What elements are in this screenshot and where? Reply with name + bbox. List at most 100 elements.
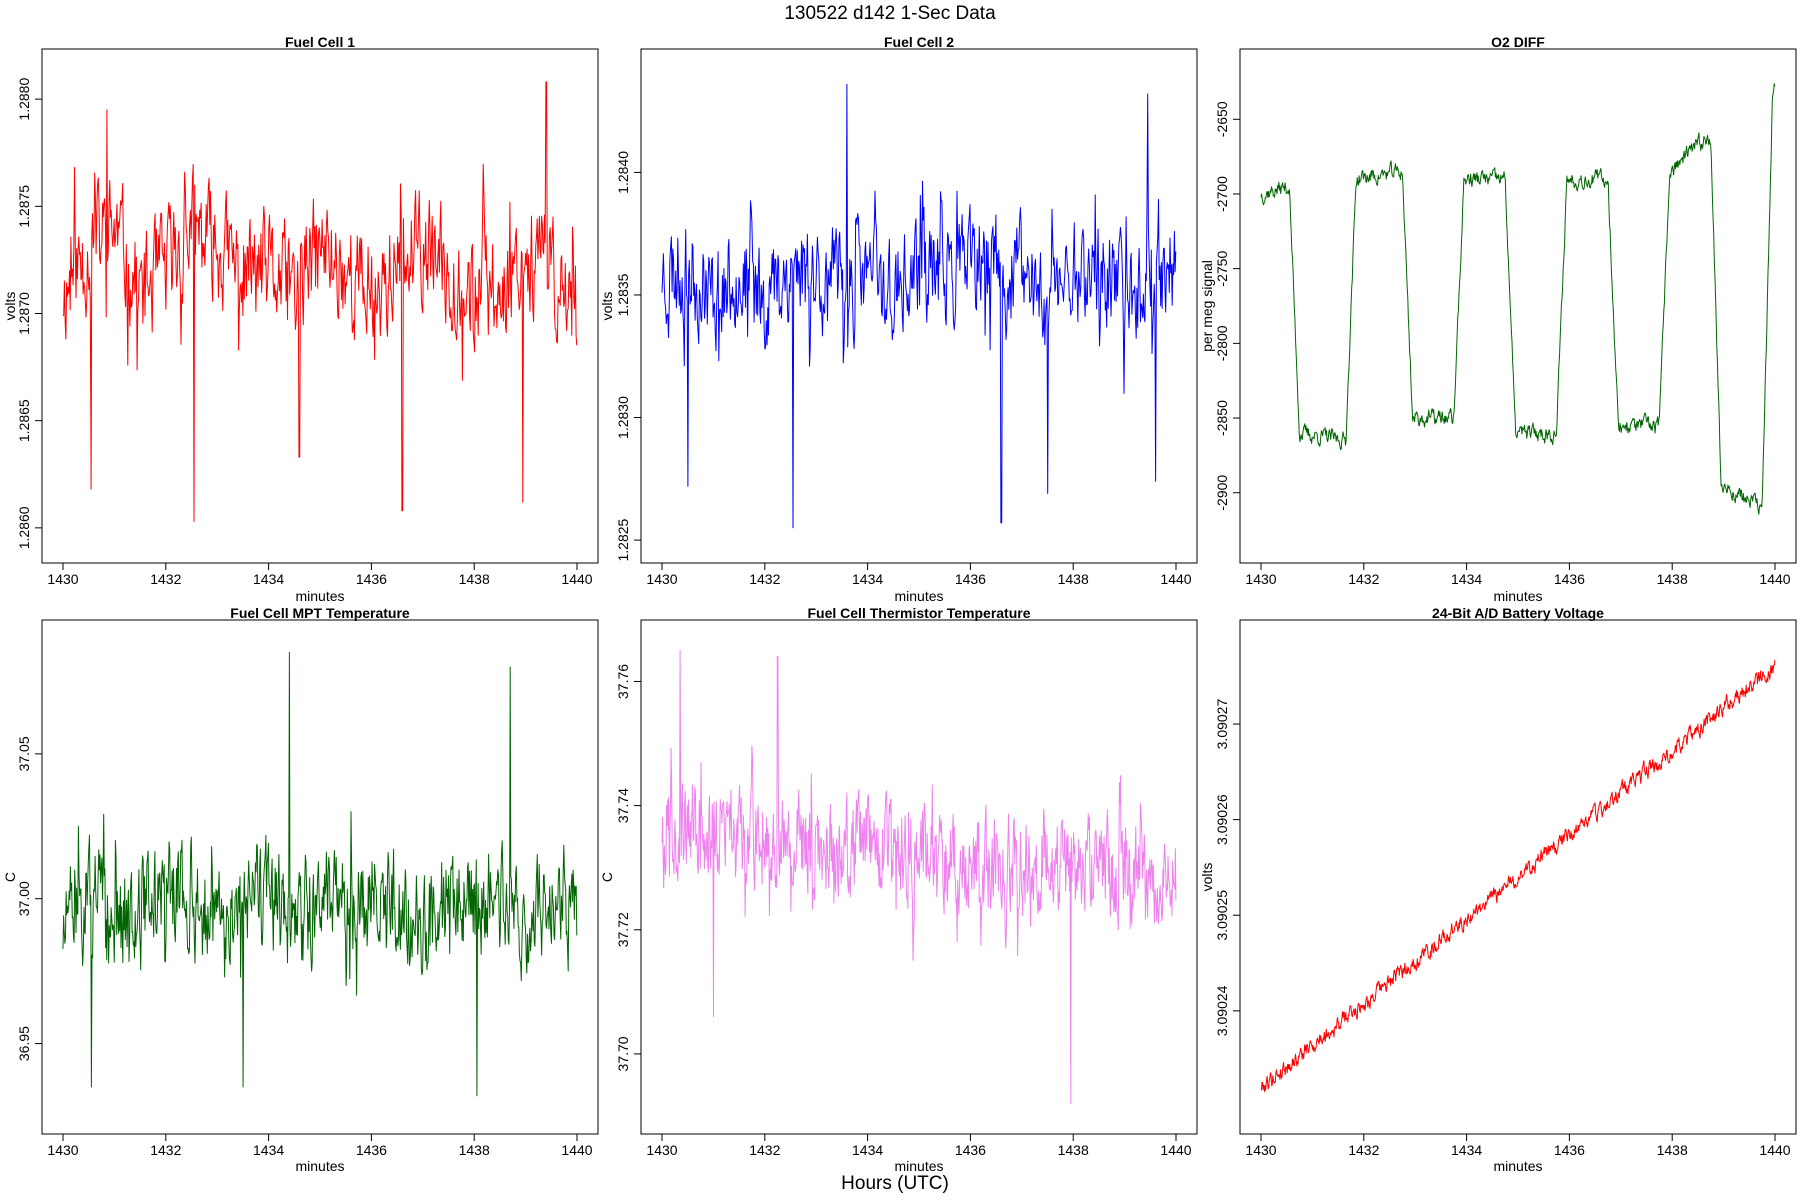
panel-title: 24-Bit A/D Battery Voltage (1432, 605, 1604, 621)
y-tick-label: 1.2840 (615, 151, 631, 194)
y-axis-label: volts (1199, 863, 1215, 892)
plot-frame (1239, 619, 1797, 1135)
figure-title: 130522 d142 1-Sec Data (784, 3, 996, 24)
panel-4: Fuel Cell MPT Temperature 1430 1432 1434 143… (2, 605, 599, 1174)
y-axis-label: volts (599, 292, 615, 321)
y-tick-label: -2750 (1214, 251, 1230, 287)
x-tick-label: 1438 (1657, 1142, 1688, 1158)
panel-2: Fuel Cell 2 1430 1432 1434 1436 1438 1440 1.282… (599, 34, 1198, 604)
series-line (62, 652, 578, 1097)
y-tick-label: 3.09024 (1214, 985, 1230, 1036)
y-tick-label: 1.2875 (16, 185, 32, 228)
x-tick-label: 1432 (150, 1142, 181, 1158)
x-axis-label: minutes (1493, 1158, 1542, 1174)
x-axis-label: minutes (295, 1158, 344, 1174)
x-tick-label: 1434 (253, 571, 284, 587)
y-tick-label: 1.2860 (16, 506, 32, 549)
y-tick-label: -2850 (1214, 400, 1230, 436)
x-tick-label: 1440 (1759, 571, 1790, 587)
x-tick-label: 1430 (47, 571, 78, 587)
y-tick-label: 37.00 (16, 881, 32, 916)
panel-3: O2 DIFF 1430 1432 1434 1436 1438 1440 -2900 -285… (1199, 34, 1797, 604)
y-tick-label: -2900 (1214, 475, 1230, 511)
y-tick-label: 37.70 (615, 1036, 631, 1071)
y-tick-label: 3.09025 (1214, 890, 1230, 941)
x-tick-label: 1438 (1058, 1142, 1089, 1158)
y-axis-label: C (2, 872, 18, 882)
x-tick-label: 1430 (646, 1142, 677, 1158)
panel-title: O2 DIFF (1491, 34, 1545, 50)
series-line (62, 81, 578, 522)
x-tick-label: 1440 (561, 571, 592, 587)
panel-title: Fuel Cell 2 (884, 34, 954, 50)
x-tick-label: 1432 (1348, 1142, 1379, 1158)
series-line (1260, 83, 1776, 515)
x-tick-label: 1438 (459, 1142, 490, 1158)
y-tick-label: 3.09027 (1214, 699, 1230, 750)
y-tick-label: 1.2830 (615, 396, 631, 439)
x-tick-label: 1440 (1759, 1142, 1790, 1158)
x-axis-label: minutes (1493, 588, 1542, 604)
y-tick-label: 37.74 (615, 788, 631, 823)
plot-frame (41, 619, 599, 1135)
x-tick-label: 1430 (1245, 1142, 1276, 1158)
panel-title: Fuel Cell Thermistor Temperature (807, 605, 1030, 621)
x-tick-label: 1436 (1554, 1142, 1585, 1158)
y-axis-label: per meg signal (1199, 260, 1215, 352)
x-tick-label: 1436 (955, 571, 986, 587)
y-tick-label: 37.05 (16, 736, 32, 771)
plot-frame (640, 48, 1198, 564)
x-tick-label: 1438 (1058, 571, 1089, 587)
x-axis-label: minutes (894, 1158, 943, 1174)
y-tick-label: -2800 (1214, 325, 1230, 361)
x-axis-label: minutes (894, 588, 943, 604)
x-tick-label: 1430 (646, 571, 677, 587)
y-axis-label: C (599, 872, 615, 882)
y-tick-label: -2650 (1214, 101, 1230, 137)
x-tick-label: 1430 (1245, 571, 1276, 587)
x-tick-label: 1434 (852, 1142, 883, 1158)
x-tick-label: 1436 (955, 1142, 986, 1158)
x-tick-label: 1436 (1554, 571, 1585, 587)
x-tick-label: 1438 (459, 571, 490, 587)
panels: Fuel Cell 1 1430 1432 1434 1436 1438 1440 1.286… (2, 34, 1797, 1174)
panel-title: Fuel Cell MPT Temperature (230, 605, 410, 621)
plot-frame (640, 619, 1198, 1135)
y-tick-label: 1.2835 (615, 273, 631, 316)
series-line (661, 649, 1177, 1105)
panel-1: Fuel Cell 1 1430 1432 1434 1436 1438 1440 1.286… (2, 34, 599, 604)
y-tick-label: 36.95 (16, 1026, 32, 1061)
y-tick-label: 1.2865 (16, 399, 32, 442)
x-tick-label: 1440 (561, 1142, 592, 1158)
x-tick-label: 1432 (749, 1142, 780, 1158)
x-tick-label: 1432 (1348, 571, 1379, 587)
y-tick-label: 37.72 (615, 912, 631, 947)
x-tick-label: 1434 (1451, 571, 1482, 587)
x-tick-label: 1432 (749, 571, 780, 587)
x-tick-label: 1434 (852, 571, 883, 587)
series-line (661, 83, 1177, 529)
plot-frame (1239, 48, 1797, 564)
y-tick-label: 3.09026 (1214, 794, 1230, 845)
panel-6: 24-Bit A/D Battery Voltage 1430 1432 1434 14… (1199, 605, 1797, 1174)
panel-title: Fuel Cell 1 (285, 34, 355, 50)
panel-5: Fuel Cell Thermistor Temperature 1430 1432… (599, 605, 1198, 1174)
y-tick-label: 37.76 (615, 664, 631, 699)
x-tick-label: 1436 (356, 1142, 387, 1158)
series-line (1260, 659, 1776, 1093)
plot-frame (41, 48, 599, 564)
x-tick-label: 1440 (1160, 1142, 1191, 1158)
x-tick-label: 1440 (1160, 571, 1191, 587)
x-tick-label: 1434 (253, 1142, 284, 1158)
x-tick-label: 1436 (356, 571, 387, 587)
y-axis-label: volts (2, 292, 18, 321)
y-tick-label: 1.2880 (16, 78, 32, 121)
x-tick-label: 1432 (150, 571, 181, 587)
y-tick-label: 1.2825 (615, 518, 631, 561)
x-tick-label: 1438 (1657, 571, 1688, 587)
x-tick-label: 1430 (47, 1142, 78, 1158)
y-tick-label: -2700 (1214, 176, 1230, 212)
figure-footer-xlabel: Hours (UTC) (841, 1173, 949, 1194)
y-tick-label: 1.2870 (16, 292, 32, 335)
